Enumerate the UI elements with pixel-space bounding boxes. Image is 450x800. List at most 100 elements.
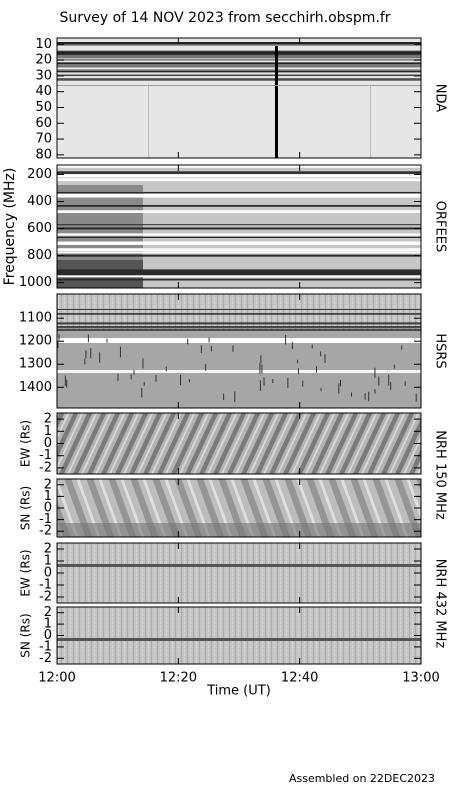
spike: [141, 387, 143, 398]
spike: [297, 359, 299, 364]
spike: [87, 334, 89, 343]
spike: [259, 380, 261, 391]
y-tick-label: -2: [39, 590, 52, 605]
y-tick-label: -2: [39, 460, 52, 475]
line: [57, 638, 421, 641]
spike: [90, 348, 92, 359]
band: [57, 44, 421, 46]
spike: [57, 341, 59, 349]
burst: [275, 46, 278, 158]
band: [57, 78, 421, 80]
y-tick-label: 800: [27, 248, 52, 263]
line: [57, 85, 421, 86]
y-tick-label: 50: [35, 100, 52, 115]
y-tick-label: 80: [35, 147, 52, 162]
footer: Assembled on 22DEC2023: [289, 772, 435, 785]
spike: [187, 338, 189, 345]
band: [57, 70, 421, 73]
band: [57, 251, 421, 254]
y-tick-label: 40: [35, 84, 52, 99]
band: [57, 242, 421, 245]
y-tick-label: 2: [44, 412, 52, 427]
spike: [130, 374, 132, 380]
spike: [142, 358, 144, 369]
y-tick-label: 1: [44, 617, 52, 632]
spike: [234, 391, 236, 403]
band: [57, 273, 421, 276]
line: [370, 84, 371, 158]
band: [57, 308, 421, 310]
spike: [155, 375, 157, 382]
band: [57, 274, 421, 278]
spike: [401, 345, 403, 350]
spike: [58, 334, 60, 341]
y-tick-label: 70: [35, 132, 52, 147]
y-axis-label: EW (Rs): [19, 420, 33, 467]
spike: [364, 393, 366, 400]
spike: [388, 374, 390, 386]
panel-frame: [56, 37, 422, 159]
spike: [119, 346, 121, 358]
band: [57, 248, 421, 252]
white: [57, 338, 421, 343]
spike: [272, 379, 274, 384]
band: [57, 191, 421, 194]
spike: [339, 379, 341, 387]
band: [57, 64, 421, 67]
spike: [208, 337, 210, 343]
y-tick-label: 1200: [19, 334, 52, 349]
band: [57, 178, 421, 182]
spike: [338, 383, 340, 394]
band: [57, 78, 421, 81]
band: [57, 74, 421, 76]
band: [57, 210, 421, 214]
panel-frame: [56, 164, 422, 289]
y-tick-label: 1000: [19, 275, 52, 290]
spike: [297, 368, 299, 375]
band: [57, 326, 421, 328]
y-tick-label: 0: [44, 628, 52, 643]
spectrogram-images: [57, 38, 421, 664]
band: [57, 313, 421, 315]
y-tick-label: 10: [35, 37, 52, 52]
band: [57, 51, 421, 54]
spike: [66, 379, 68, 388]
chart-title: Survey of 14 NOV 2023 from secchirh.obsp…: [59, 10, 390, 26]
spike: [200, 345, 202, 353]
spike: [374, 367, 376, 378]
axes: 1020304050607080NDA2004006008001000ORFEE…: [2, 37, 448, 686]
y-tick-label: 2: [44, 477, 52, 492]
spike: [390, 382, 392, 391]
x-tick-label: 13:00: [402, 671, 439, 686]
band: [57, 313, 421, 315]
y-tick-label: 1300: [19, 357, 52, 372]
bg: [57, 607, 421, 664]
spike: [415, 393, 417, 402]
instrument-label: ORFEES: [433, 201, 448, 252]
spike: [350, 392, 352, 397]
spike: [180, 374, 182, 385]
instrument-label: NRH 432 MHz: [433, 559, 448, 649]
spike: [106, 338, 108, 343]
line: [148, 84, 149, 158]
band: [57, 326, 421, 328]
line: [57, 564, 421, 567]
band: [57, 171, 421, 174]
y-tick-label: -1: [39, 639, 52, 654]
band: [57, 227, 421, 230]
y-axis-label: SN (Rs): [19, 613, 33, 657]
y-axis-label: SN (Rs): [19, 486, 33, 530]
y-tick-label: 30: [35, 68, 52, 83]
y-tick-label: 1: [44, 554, 52, 569]
dark: [57, 523, 421, 537]
x-tick-label: 12:20: [160, 671, 197, 686]
spike: [287, 377, 289, 388]
y-tick-label: 0: [44, 566, 52, 581]
band: [57, 69, 421, 72]
x-axis-label: Time (UT): [206, 684, 271, 699]
y-tick-label: -2: [39, 651, 52, 666]
spike: [99, 352, 101, 363]
band: [57, 53, 421, 55]
band: [57, 322, 421, 324]
band: [57, 165, 421, 168]
